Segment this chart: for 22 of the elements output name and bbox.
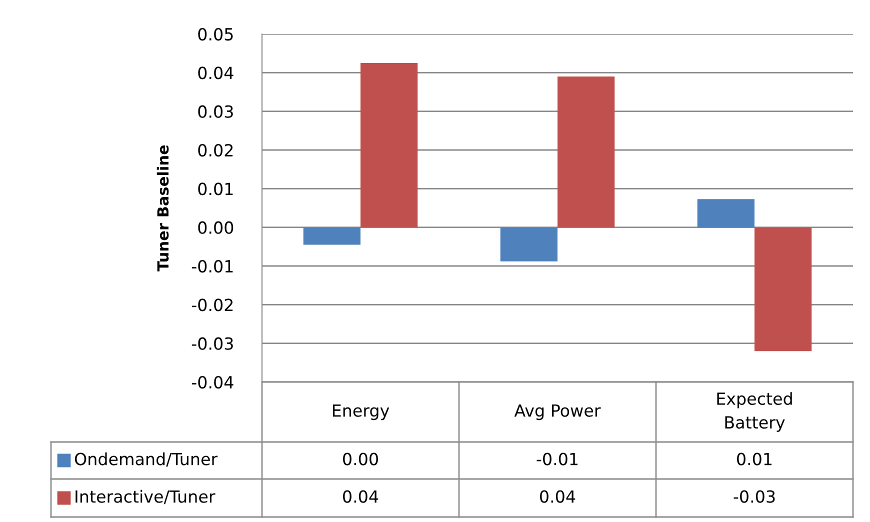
- data-label: 0.01: [737, 452, 772, 466]
- data-label: -0.03: [734, 490, 775, 503]
- y-tick-label: 0.03: [198, 105, 233, 118]
- y-tick-label: 0.01: [198, 182, 233, 196]
- data-label: 0.04: [343, 490, 378, 503]
- x-tick-label: Avg Power: [514, 404, 601, 420]
- data-label: -0.01: [536, 452, 578, 466]
- x-tick-label: Energy: [332, 404, 390, 420]
- y-tick-label: 0.02: [198, 144, 233, 157]
- data-label: 0.00: [343, 452, 378, 466]
- y-tick-label: -0.04: [192, 376, 234, 389]
- data-label: 0.04: [540, 490, 576, 503]
- y-axis-title: Tuner Baseline: [156, 145, 169, 272]
- y-tick-label: -0.01: [192, 260, 233, 273]
- y-tick-label: -0.02: [192, 298, 233, 312]
- y-tick-label: 0.05: [198, 28, 233, 41]
- y-tick-label: -0.03: [192, 337, 233, 350]
- legend-label: Interactive/Tuner: [76, 490, 216, 504]
- y-tick-label: 0.04: [198, 66, 234, 80]
- y-tick-label: 0.00: [198, 221, 234, 234]
- legend-label: Ondemand/Tuner: [74, 452, 218, 467]
- x-tick-label: Expected Battery: [717, 392, 792, 432]
